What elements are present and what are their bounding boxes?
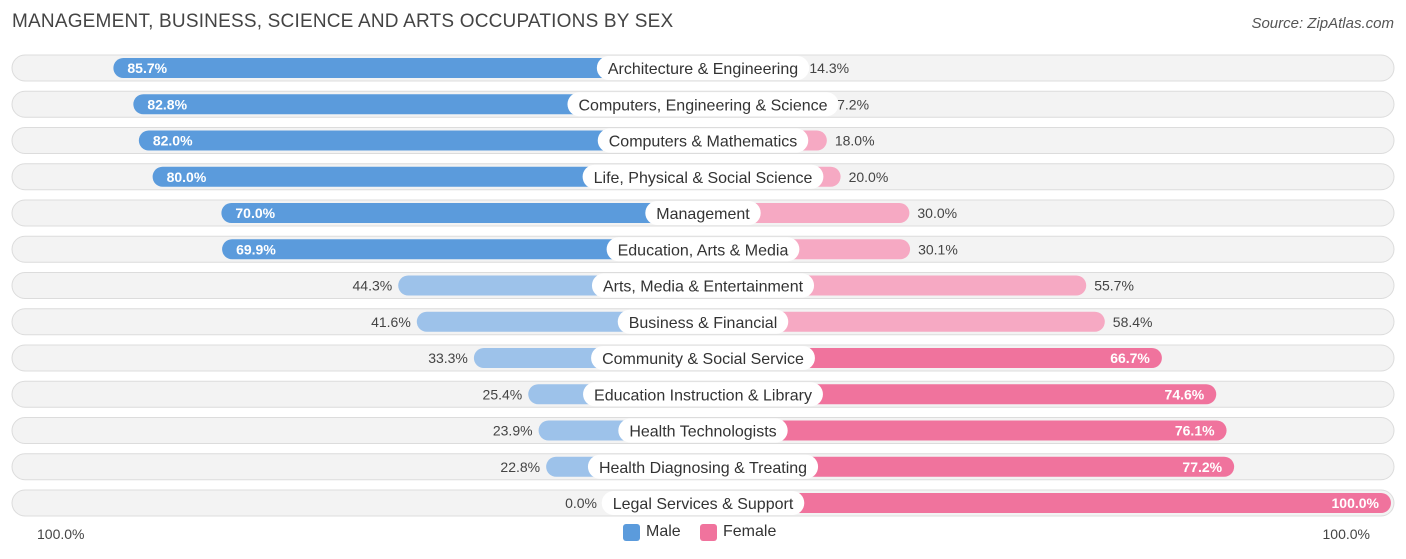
value-label-male: 44.3%: [353, 278, 393, 294]
value-label-female: 55.7%: [1094, 278, 1134, 294]
category-label-pill: [601, 491, 805, 515]
category-label: Education Instruction & Library: [594, 387, 812, 404]
category-label-pill: [596, 56, 810, 80]
value-label-male: 41.6%: [371, 314, 411, 330]
category-label: Arts, Media & Entertainment: [603, 279, 804, 296]
legend-male: Male: [623, 523, 681, 541]
bar-male: [222, 239, 703, 260]
category-label-pill: [567, 92, 839, 117]
axis-right-label: 100.0%: [1322, 526, 1370, 542]
chart-title: MANAGEMENT, BUSINESS, SCIENCE AND ARTS O…: [12, 11, 674, 32]
category-label: Health Diagnosing & Treating: [599, 460, 807, 477]
bar-female: [703, 348, 1162, 368]
category-label-pill: [606, 237, 800, 262]
bar-female: [703, 493, 1391, 513]
value-label-female: 74.6%: [1165, 386, 1205, 402]
value-label-female: 20.0%: [849, 169, 889, 185]
category-label-pill: [618, 418, 788, 443]
legend: Male Female: [0, 523, 1406, 547]
value-label-male: 23.9%: [493, 423, 533, 439]
value-label-male: 80.0%: [167, 169, 207, 185]
category-label-pill: [582, 164, 824, 189]
category-label: Education, Arts & Media: [618, 242, 789, 259]
category-label: Computers, Engineering & Science: [578, 97, 827, 114]
value-label-male: 25.4%: [483, 386, 523, 402]
bar-male: [113, 58, 703, 78]
category-label: Architecture & Engineering: [608, 61, 798, 78]
bar-male: [138, 130, 704, 151]
legend-female-swatch: [700, 523, 717, 541]
category-label-pill: [583, 382, 823, 407]
value-label-female: 66.7%: [1110, 350, 1150, 366]
value-label-female: 30.0%: [917, 205, 957, 221]
category-label: Business & Financial: [629, 315, 778, 332]
axis-left-label: 100.0%: [37, 526, 85, 542]
category-label-pill: [591, 273, 815, 298]
legend-male-swatch: [623, 523, 640, 541]
category-label: Life, Physical & Social Science: [594, 170, 813, 187]
bar-male: [221, 203, 703, 223]
value-label-female: 18.0%: [835, 133, 875, 149]
category-label-pill: [591, 346, 815, 370]
bar-chart: 85.7% 14.3% Architecture & Engineering 82.8…: [11, 54, 1395, 517]
value-label-female: 76.1%: [1175, 423, 1215, 439]
category-label: Health Technologists: [629, 424, 776, 441]
legend-female-label: Female: [723, 523, 777, 540]
category-label: Community & Social Service: [602, 351, 804, 368]
value-label-male: 82.8%: [147, 96, 187, 112]
value-label-female: 17.2%: [829, 96, 869, 112]
source-credit: Source: ZipAtlas.com: [1251, 15, 1394, 32]
legend-male-label: Male: [646, 523, 681, 540]
value-label-male: 22.8%: [500, 459, 540, 475]
bar-female: [703, 384, 1217, 405]
category-label: Legal Services & Support: [613, 496, 794, 513]
value-label-male: 0.0%: [565, 495, 597, 511]
value-label-male: 69.9%: [236, 241, 276, 257]
bar-female: [703, 311, 1105, 332]
value-label-male: 85.7%: [127, 60, 167, 76]
value-label-male: 82.0%: [153, 133, 193, 149]
category-label-pill: [587, 454, 819, 479]
value-label-male: 70.0%: [235, 205, 275, 221]
value-label-female: 58.4%: [1113, 314, 1153, 330]
category-label-pill: [597, 128, 809, 153]
value-label-female: 77.2%: [1182, 459, 1222, 475]
value-label-female: 100.0%: [1332, 495, 1380, 511]
value-label-female: 14.3%: [809, 60, 849, 76]
bar-female: [703, 456, 1235, 477]
category-label-pill: [645, 201, 761, 225]
value-label-male: 33.3%: [428, 350, 468, 366]
legend-female: Female: [700, 523, 776, 541]
category-label: Management: [656, 206, 750, 223]
category-label: Computers & Mathematics: [609, 134, 798, 151]
bar-male: [152, 166, 704, 187]
bar-male: [133, 94, 703, 115]
value-label-female: 30.1%: [918, 241, 958, 257]
bar-female: [703, 420, 1227, 441]
category-label-pill: [617, 309, 789, 334]
